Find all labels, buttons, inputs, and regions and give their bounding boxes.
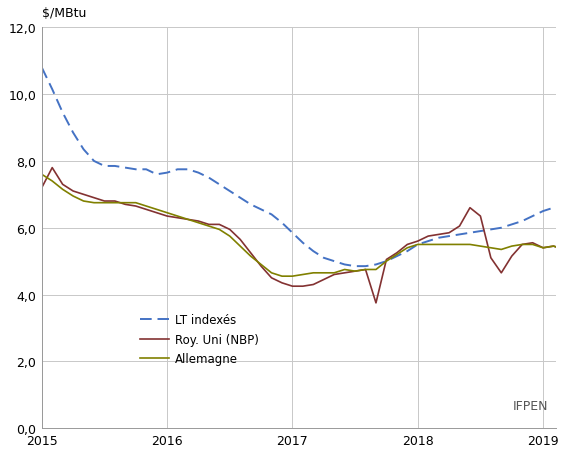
Text: $/MBtu: $/MBtu <box>42 7 86 20</box>
LT indexés <box>289 231 296 236</box>
Allemagne <box>279 274 286 279</box>
LT indexés <box>205 176 212 181</box>
Roy. Uni (NBP) <box>373 300 380 306</box>
LT indexés <box>195 171 202 176</box>
Line: LT indexés: LT indexés <box>42 68 569 267</box>
Text: IFPEN: IFPEN <box>513 399 548 412</box>
Line: Allemagne: Allemagne <box>42 175 569 277</box>
Roy. Uni (NBP) <box>101 199 108 204</box>
LT indexés <box>352 264 358 269</box>
LT indexés <box>477 229 484 234</box>
Allemagne <box>38 172 45 177</box>
LT indexés <box>38 66 45 71</box>
Roy. Uni (NBP) <box>38 186 45 191</box>
Line: Roy. Uni (NBP): Roy. Uni (NBP) <box>42 108 569 303</box>
Legend: LT indexés, Roy. Uni (NBP), Allemagne: LT indexés, Roy. Uni (NBP), Allemagne <box>135 309 264 370</box>
LT indexés <box>467 231 473 236</box>
Allemagne <box>101 201 108 206</box>
